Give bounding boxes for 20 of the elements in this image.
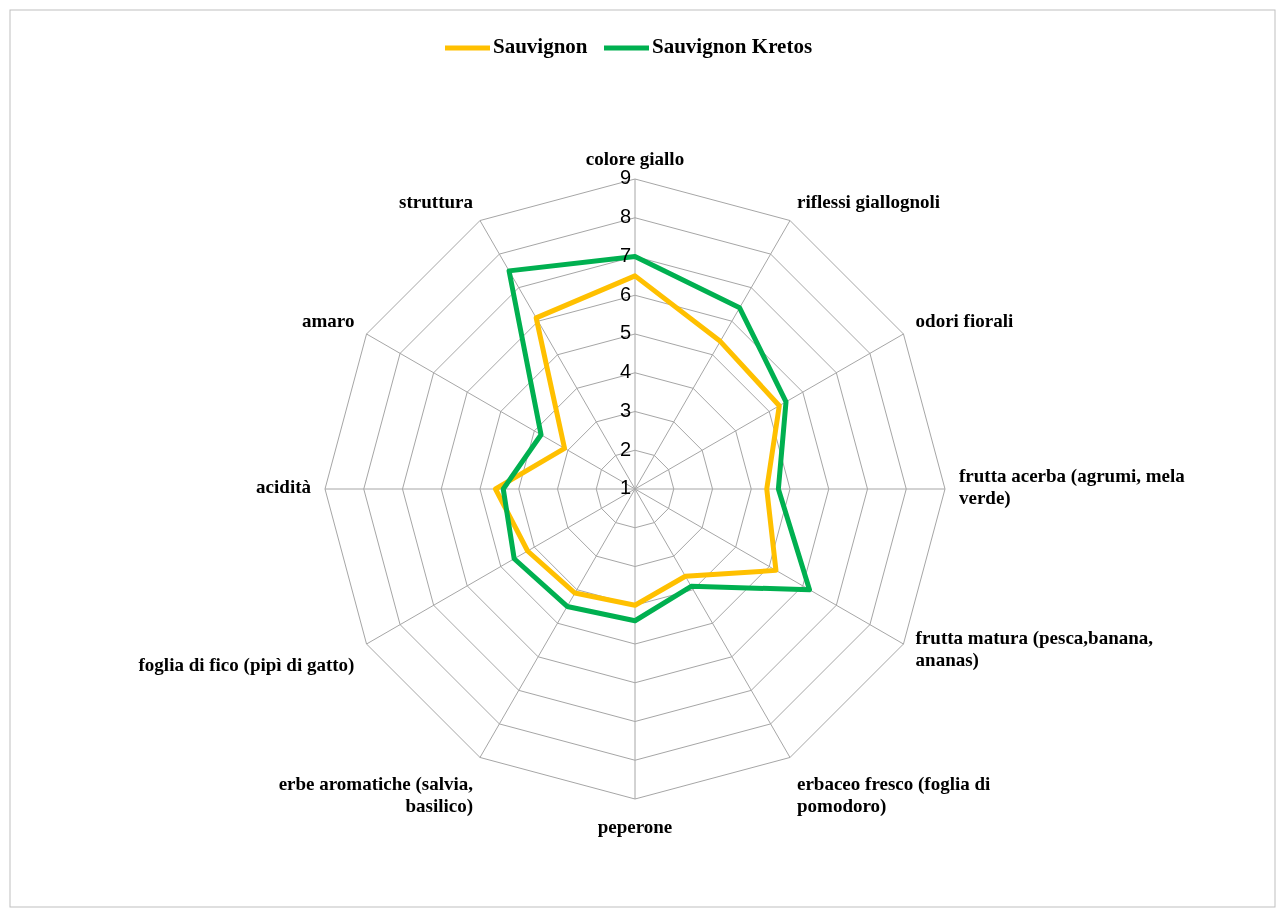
spoke-label: frutta acerba (agrumi, mela verde) [959, 465, 1186, 510]
y-tick-label: 8 [619, 205, 631, 228]
spoke-label: erbe aromatiche (salvia, basilico) [278, 772, 474, 817]
spoke-label: foglia di fico (pipì di gatto) [138, 654, 355, 677]
spoke-label: erbaceo fresco (foglia di pomodoro) [797, 772, 991, 817]
spoke-label: peperone [597, 816, 673, 838]
y-tick-label: 5 [619, 321, 631, 344]
y-tick-label: 3 [619, 398, 631, 421]
spoke-label: struttura [399, 191, 474, 213]
y-tick-label: 4 [619, 360, 631, 383]
legend-label: Sauvignon Kretos [652, 33, 813, 58]
spoke-label: odori fiorali [915, 310, 1014, 332]
spoke-label: frutta matura (pesca,banana, ananas) [915, 627, 1154, 672]
y-tick-label: 2 [619, 437, 631, 460]
spoke-label: amaro [301, 310, 355, 332]
spoke-label: acidità [256, 476, 312, 498]
y-tick-label: 1 [619, 476, 631, 499]
legend-label: Sauvignon [493, 33, 588, 58]
y-tick-label: 6 [619, 282, 631, 305]
spoke-label: riflessi giallognoli [797, 191, 941, 213]
